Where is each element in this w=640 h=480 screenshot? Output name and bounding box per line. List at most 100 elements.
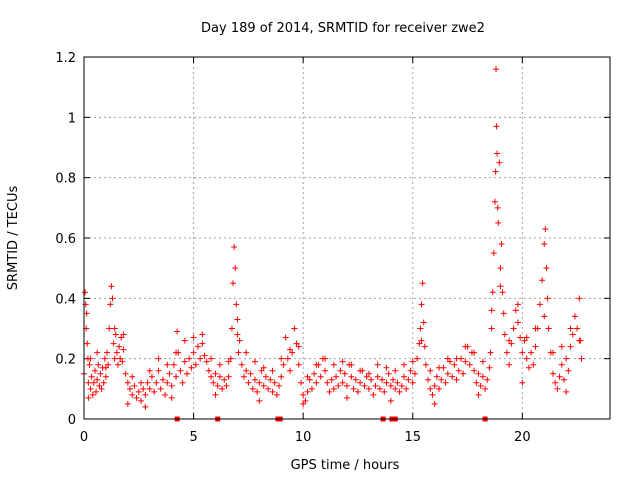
data-points bbox=[81, 66, 585, 422]
data-point bbox=[508, 340, 515, 347]
data-point bbox=[293, 340, 300, 347]
data-point bbox=[129, 391, 136, 398]
data-point bbox=[144, 379, 151, 386]
data-point bbox=[492, 168, 499, 175]
data-point bbox=[525, 364, 532, 371]
data-point bbox=[497, 283, 504, 290]
data-point bbox=[374, 361, 381, 368]
data-point bbox=[563, 388, 570, 395]
data-point bbox=[576, 295, 583, 302]
data-point bbox=[501, 331, 508, 338]
data-point bbox=[482, 385, 489, 392]
data-point bbox=[302, 397, 309, 404]
data-point bbox=[514, 319, 521, 326]
data-point bbox=[129, 373, 136, 380]
data-point bbox=[449, 373, 456, 380]
data-point bbox=[422, 361, 429, 368]
data-point bbox=[120, 346, 127, 353]
data-point bbox=[543, 265, 550, 272]
data-point bbox=[221, 376, 228, 383]
data-point bbox=[111, 325, 118, 332]
data-point bbox=[532, 343, 539, 350]
data-point bbox=[479, 358, 486, 365]
data-point bbox=[498, 241, 505, 248]
data-point bbox=[497, 265, 504, 272]
data-point bbox=[444, 370, 451, 377]
data-point bbox=[95, 361, 102, 368]
data-point bbox=[194, 343, 201, 350]
data-point bbox=[300, 391, 307, 398]
data-point bbox=[116, 343, 123, 350]
data-point bbox=[278, 373, 285, 380]
data-point bbox=[512, 307, 519, 314]
data-point bbox=[243, 367, 250, 374]
data-point bbox=[333, 373, 340, 380]
data-point bbox=[427, 385, 434, 392]
data-point bbox=[258, 367, 265, 374]
data-point bbox=[556, 373, 563, 380]
data-point bbox=[122, 370, 129, 377]
data-point bbox=[231, 244, 238, 251]
data-point bbox=[201, 352, 208, 359]
data-point bbox=[97, 370, 104, 377]
x-tick-label: 0 bbox=[80, 430, 88, 445]
data-point bbox=[124, 400, 131, 407]
data-point bbox=[368, 376, 375, 383]
data-point bbox=[344, 394, 350, 401]
data-point bbox=[471, 367, 478, 374]
data-point bbox=[554, 385, 561, 392]
data-point bbox=[407, 367, 414, 374]
data-point bbox=[135, 388, 142, 395]
data-point bbox=[208, 373, 215, 380]
data-point bbox=[295, 361, 302, 368]
data-point bbox=[133, 394, 140, 401]
data-point bbox=[550, 349, 557, 356]
data-point bbox=[569, 331, 576, 338]
data-point bbox=[506, 337, 513, 344]
data-point bbox=[357, 379, 364, 386]
data-point bbox=[357, 367, 364, 374]
data-point bbox=[83, 310, 90, 317]
data-point bbox=[155, 355, 162, 362]
data-point bbox=[363, 373, 370, 380]
data-point bbox=[339, 379, 346, 386]
data-point bbox=[212, 370, 219, 377]
data-point bbox=[506, 361, 513, 368]
data-point bbox=[208, 355, 215, 362]
data-point bbox=[578, 355, 585, 362]
x-tick-label: 20 bbox=[514, 430, 531, 445]
data-point bbox=[567, 343, 574, 350]
data-point bbox=[365, 370, 372, 377]
data-point bbox=[120, 331, 127, 338]
data-point bbox=[521, 337, 528, 344]
data-point bbox=[227, 355, 234, 362]
data-point bbox=[297, 379, 304, 386]
data-point bbox=[146, 385, 153, 392]
data-point bbox=[168, 394, 175, 401]
data-point bbox=[174, 328, 181, 335]
data-point bbox=[262, 373, 269, 380]
data-point bbox=[425, 376, 432, 383]
data-point bbox=[127, 385, 134, 392]
data-point bbox=[284, 355, 291, 362]
data-point bbox=[245, 379, 252, 386]
data-point bbox=[251, 358, 258, 365]
data-point bbox=[240, 373, 247, 380]
data-point bbox=[190, 334, 197, 341]
data-point bbox=[137, 397, 144, 404]
data-point bbox=[475, 370, 482, 377]
data-point bbox=[311, 370, 318, 377]
data-point bbox=[317, 373, 324, 380]
data-point bbox=[85, 379, 92, 386]
data-point bbox=[433, 373, 440, 380]
data-point bbox=[387, 382, 394, 389]
data-point bbox=[108, 283, 115, 290]
data-point bbox=[247, 370, 254, 377]
data-point bbox=[387, 397, 394, 404]
data-point bbox=[462, 343, 469, 350]
data-point bbox=[102, 373, 109, 380]
data-point bbox=[420, 319, 427, 326]
data-point bbox=[287, 346, 294, 353]
data-point bbox=[453, 355, 460, 362]
data-point bbox=[499, 289, 506, 296]
